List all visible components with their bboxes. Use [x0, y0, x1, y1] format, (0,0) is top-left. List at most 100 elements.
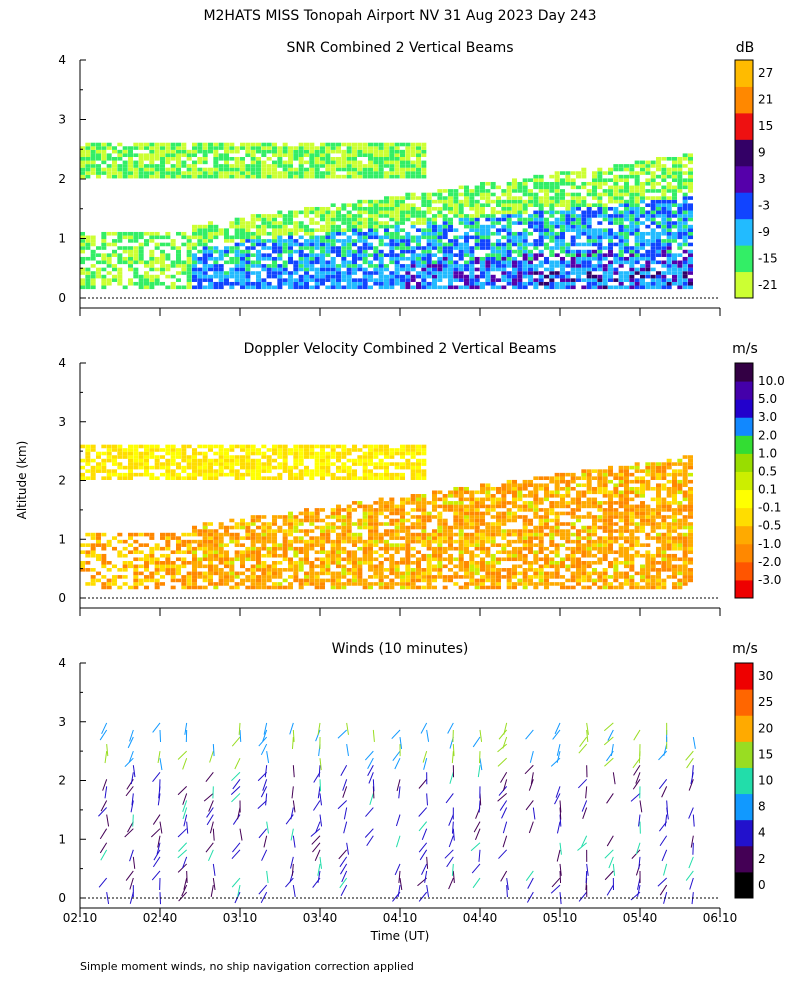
snr-cell	[106, 278, 112, 282]
y-tick-label: 2	[58, 172, 66, 186]
snr-cell	[384, 171, 389, 175]
doppler-cell	[352, 575, 357, 579]
snr-cell	[400, 274, 405, 279]
doppler-cell	[480, 511, 485, 516]
snr-cell	[554, 189, 560, 193]
snr-cell	[597, 181, 603, 186]
doppler-cell	[234, 476, 240, 480]
snr-cell	[666, 246, 672, 250]
snr-cell	[378, 249, 384, 254]
doppler-cell	[378, 472, 384, 477]
snr-cell	[501, 214, 507, 218]
snr-cell	[85, 267, 91, 272]
doppler-cell	[346, 469, 352, 473]
doppler-cell	[202, 522, 208, 526]
doppler-cell	[266, 550, 272, 555]
doppler-cell	[277, 448, 283, 452]
doppler-cell	[512, 497, 517, 502]
snr-cell	[506, 249, 512, 254]
snr-cell	[346, 167, 352, 172]
snr-cell	[325, 242, 331, 247]
doppler-cell	[234, 571, 240, 576]
doppler-cell	[378, 578, 384, 583]
doppler-cell	[549, 518, 555, 523]
snr-cell	[122, 285, 128, 290]
snr-cell	[80, 164, 85, 168]
snr-cell	[378, 264, 384, 268]
snr-cell	[266, 217, 272, 222]
snr-cell	[597, 196, 603, 200]
snr-cell	[624, 274, 629, 279]
snr-cell	[277, 160, 283, 165]
snr-cell	[618, 224, 624, 229]
doppler-cell	[464, 550, 469, 555]
snr-cell	[624, 178, 629, 183]
snr-cell	[85, 274, 91, 279]
snr-cell	[106, 164, 112, 168]
snr-cell	[304, 214, 309, 218]
snr-cell	[544, 210, 549, 215]
doppler-cell	[533, 543, 539, 547]
snr-cell	[346, 164, 352, 168]
doppler-cell	[458, 508, 464, 512]
snr-cell	[464, 214, 469, 218]
snr-cell	[506, 239, 512, 243]
snr-cell	[448, 192, 453, 197]
snr-cell	[394, 149, 400, 154]
snr-cell	[288, 246, 293, 250]
snr-cell	[378, 146, 384, 150]
snr-cell	[154, 281, 160, 286]
snr-cell	[240, 239, 245, 243]
colorbar-swatch	[735, 245, 753, 273]
snr-cell	[240, 167, 245, 172]
doppler-cell	[405, 582, 411, 586]
doppler-cell	[218, 458, 224, 463]
doppler-cell	[522, 525, 528, 530]
snr-cell	[272, 221, 277, 225]
snr-cell	[485, 281, 491, 286]
snr-cell	[613, 178, 619, 183]
doppler-cell	[218, 578, 224, 583]
snr-cell	[650, 278, 656, 282]
doppler-cell	[234, 532, 240, 537]
doppler-cell	[256, 585, 261, 590]
snr-cell	[117, 142, 123, 147]
snr-cell	[128, 231, 133, 236]
snr-cell	[560, 178, 565, 183]
snr-cell	[357, 214, 363, 218]
snr-cell	[208, 246, 213, 250]
snr-cell	[384, 274, 389, 279]
snr-cell	[496, 249, 501, 254]
snr-cell	[213, 160, 219, 165]
snr-cell	[384, 221, 389, 225]
snr-cell	[320, 146, 325, 150]
snr-cell	[80, 149, 85, 154]
doppler-cell	[234, 462, 240, 466]
snr-cell	[442, 260, 448, 265]
snr-cell	[133, 174, 139, 179]
doppler-cell	[197, 539, 203, 544]
doppler-cell	[522, 560, 528, 565]
doppler-cell	[544, 585, 549, 590]
doppler-cell	[133, 568, 139, 572]
doppler-cell	[133, 444, 139, 449]
snr-cell	[197, 278, 203, 282]
doppler-cell	[256, 550, 261, 555]
snr-cell	[309, 146, 315, 150]
snr-cell	[496, 264, 501, 268]
snr-cell	[581, 267, 587, 272]
snr-cell	[650, 217, 656, 222]
snr-cell	[229, 224, 235, 229]
snr-cell	[106, 171, 112, 175]
snr-cell	[469, 249, 475, 254]
snr-cell	[288, 153, 293, 158]
snr-cell	[464, 274, 469, 279]
snr-cell	[186, 167, 192, 172]
doppler-cell	[394, 536, 400, 540]
doppler-cell	[528, 568, 533, 572]
doppler-cell	[458, 518, 464, 523]
snr-cell	[128, 174, 133, 179]
snr-cell	[512, 231, 517, 236]
snr-cell	[634, 260, 640, 265]
doppler-cell	[496, 575, 501, 579]
